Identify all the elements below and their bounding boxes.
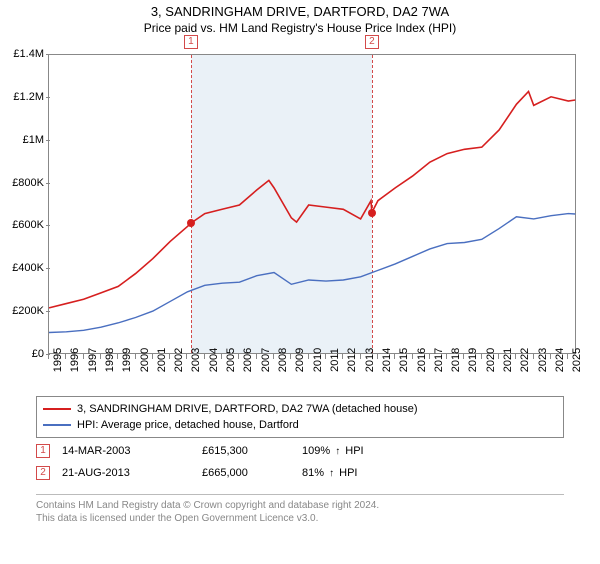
x-tick-label: 2005 (225, 348, 237, 372)
sale-dot-1 (187, 219, 195, 227)
chart-marker-1: 1 (184, 35, 198, 49)
legend-row-hpi: HPI: Average price, detached house, Dart… (43, 417, 557, 433)
x-tick-label: 2025 (571, 348, 583, 372)
y-tick-label: £1M (4, 134, 44, 146)
x-tick-label: 1996 (69, 348, 81, 372)
x-tick-label: 2008 (277, 348, 289, 372)
up-arrow-icon: ↑ (329, 468, 334, 479)
up-arrow-icon: ↑ (335, 446, 340, 457)
y-tick-label: £800K (4, 177, 44, 189)
x-tick-label: 2016 (416, 348, 428, 372)
x-tick-label: 2015 (398, 348, 410, 372)
x-tick-label: 2010 (312, 348, 324, 372)
legend-label-price: 3, SANDRINGHAM DRIVE, DARTFORD, DA2 7WA … (77, 403, 418, 415)
x-tick-label: 1995 (52, 348, 64, 372)
series-hpi-line (49, 214, 575, 333)
chart-subtitle: Price paid vs. HM Land Registry's House … (0, 21, 600, 35)
sales-price-1: £615,300 (202, 445, 302, 457)
x-tick-label: 2018 (450, 348, 462, 372)
chart-lines-svg (49, 55, 575, 353)
y-tick-label: £1.2M (4, 91, 44, 103)
sales-marker-1: 1 (36, 444, 50, 458)
legend-row-price: 3, SANDRINGHAM DRIVE, DARTFORD, DA2 7WA … (43, 401, 557, 417)
x-tick-label: 2024 (554, 348, 566, 372)
x-tick-label: 2014 (381, 348, 393, 372)
x-tick-label: 2011 (329, 348, 341, 372)
sales-date-2: 21-AUG-2013 (62, 467, 202, 479)
x-tick-label: 2019 (467, 348, 479, 372)
sale-dot-2 (368, 209, 376, 217)
footer: Contains HM Land Registry data © Crown c… (36, 494, 564, 525)
x-tick-label: 1998 (104, 348, 116, 372)
y-tick-label: £600K (4, 219, 44, 231)
legend-swatch-hpi (43, 424, 71, 426)
legend-swatch-price (43, 408, 71, 410)
x-tick-label: 2004 (208, 348, 220, 372)
legend: 3, SANDRINGHAM DRIVE, DARTFORD, DA2 7WA … (36, 396, 564, 438)
sales-pct-1: 109% ↑ HPI (302, 445, 392, 457)
x-tick-label: 2000 (139, 348, 151, 372)
sales-row-2: 2 21-AUG-2013 £665,000 81% ↑ HPI (36, 462, 564, 484)
sales-marker-2: 2 (36, 466, 50, 480)
series-price-line (49, 91, 575, 307)
y-tick-label: £1.4M (4, 48, 44, 60)
y-tick-label: £200K (4, 305, 44, 317)
chart-plot-area: 1 2 (48, 54, 576, 354)
footer-line-2: This data is licensed under the Open Gov… (36, 512, 564, 525)
x-tick-label: 2012 (346, 348, 358, 372)
x-tick-label: 2007 (260, 348, 272, 372)
x-tick-label: 2013 (364, 348, 376, 372)
sales-pct-2: 81% ↑ HPI (302, 467, 392, 479)
x-tick-label: 2023 (537, 348, 549, 372)
x-tick-label: 2020 (485, 348, 497, 372)
x-tick-label: 2009 (294, 348, 306, 372)
sales-table: 1 14-MAR-2003 £615,300 109% ↑ HPI 2 21-A… (36, 440, 564, 484)
y-tick-label: £400K (4, 262, 44, 274)
x-tick-label: 1999 (121, 348, 133, 372)
sales-date-1: 14-MAR-2003 (62, 445, 202, 457)
x-tick-label: 2017 (433, 348, 445, 372)
y-tick-label: £0 (4, 348, 44, 360)
x-tick-label: 2021 (502, 348, 514, 372)
chart-marker-2: 2 (365, 35, 379, 49)
footer-line-1: Contains HM Land Registry data © Crown c… (36, 499, 564, 512)
x-tick-label: 2002 (173, 348, 185, 372)
legend-label-hpi: HPI: Average price, detached house, Dart… (77, 419, 299, 431)
sales-row-1: 1 14-MAR-2003 £615,300 109% ↑ HPI (36, 440, 564, 462)
x-tick-label: 2001 (156, 348, 168, 372)
x-tick-label: 1997 (87, 348, 99, 372)
x-tick-label: 2003 (190, 348, 202, 372)
x-tick-label: 2022 (519, 348, 531, 372)
sales-price-2: £665,000 (202, 467, 302, 479)
x-tick-label: 2006 (242, 348, 254, 372)
chart-title: 3, SANDRINGHAM DRIVE, DARTFORD, DA2 7WA (0, 4, 600, 19)
